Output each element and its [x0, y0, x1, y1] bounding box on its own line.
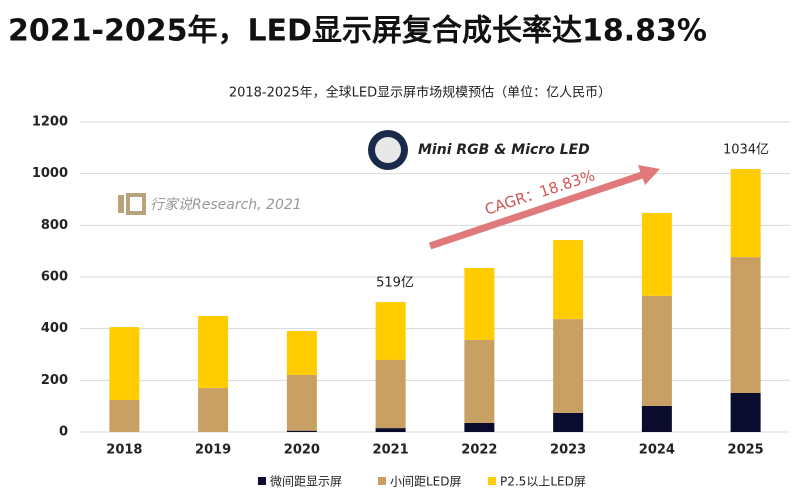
x-tick-label: 2018 — [106, 443, 142, 458]
bar-segment — [109, 327, 140, 400]
bar-segment — [553, 240, 584, 320]
x-tick-label: 2020 — [284, 443, 320, 458]
bar-segment — [641, 295, 672, 406]
chart-title: 2021-2025年，LED显示屏复合成长率达18.83% — [8, 14, 707, 49]
bar-segment — [375, 428, 406, 432]
annotation: 行家说Research, 2021 — [150, 197, 302, 213]
annotation: 1034亿 — [723, 143, 769, 158]
x-tick-label: 2023 — [550, 443, 586, 458]
grid — [80, 121, 790, 433]
bar-segment — [730, 169, 761, 258]
bar-segment — [198, 388, 229, 432]
bar-segment — [553, 319, 584, 413]
bar-segment — [198, 316, 229, 389]
y-tick-label: 800 — [41, 218, 68, 233]
x-tick-label: 2022 — [461, 443, 497, 458]
legend-label: 微间距显示屏 — [270, 475, 342, 489]
legend-label: P2.5以上LED屏 — [500, 475, 586, 489]
legend-swatch — [258, 477, 266, 485]
bar-segment — [464, 422, 495, 432]
y-tick-label: 200 — [41, 373, 68, 388]
cagr-arrowhead — [638, 165, 660, 185]
annotation: Mini RGB & Micro LED — [418, 142, 590, 158]
legend-swatch — [378, 477, 386, 485]
logo-inner — [375, 137, 401, 163]
bar-segment — [730, 392, 761, 432]
y-tick-label: 400 — [41, 321, 68, 336]
brand-icon-bar — [118, 195, 124, 213]
bar-segment — [286, 330, 317, 375]
cagr-arrow — [428, 170, 647, 250]
bar-segment — [464, 267, 495, 341]
brand-icon-box — [126, 193, 146, 215]
bar-segment — [286, 374, 317, 431]
x-tick-label: 2021 — [373, 443, 409, 458]
bar-segment — [641, 405, 672, 432]
x-tick-label: 2024 — [639, 443, 675, 458]
brand-icon — [118, 193, 146, 215]
y-tick-label: 600 — [41, 270, 68, 285]
bar-segment — [375, 359, 406, 429]
bar-segment — [730, 257, 761, 393]
annotation: 519亿 — [376, 276, 414, 291]
y-tick-label: 0 — [59, 425, 68, 440]
bar-segment — [641, 212, 672, 296]
logo — [368, 130, 408, 170]
chart-subtitle: 2018-2025年，全球LED显示屏市场规模预估（单位：亿人民币） — [229, 85, 611, 101]
y-tick-label: 1000 — [32, 166, 68, 181]
bar-segment — [109, 399, 140, 432]
bar-segment — [553, 412, 584, 432]
legend-swatch — [488, 477, 496, 485]
bar-segment — [464, 340, 495, 423]
x-tick-label: 2019 — [195, 443, 231, 458]
legend-label: 小间距LED屏 — [390, 475, 462, 489]
x-tick-label: 2025 — [728, 443, 764, 458]
bar-segment — [286, 430, 317, 432]
y-tick-label: 1200 — [32, 115, 68, 130]
bar-segment — [375, 302, 406, 360]
